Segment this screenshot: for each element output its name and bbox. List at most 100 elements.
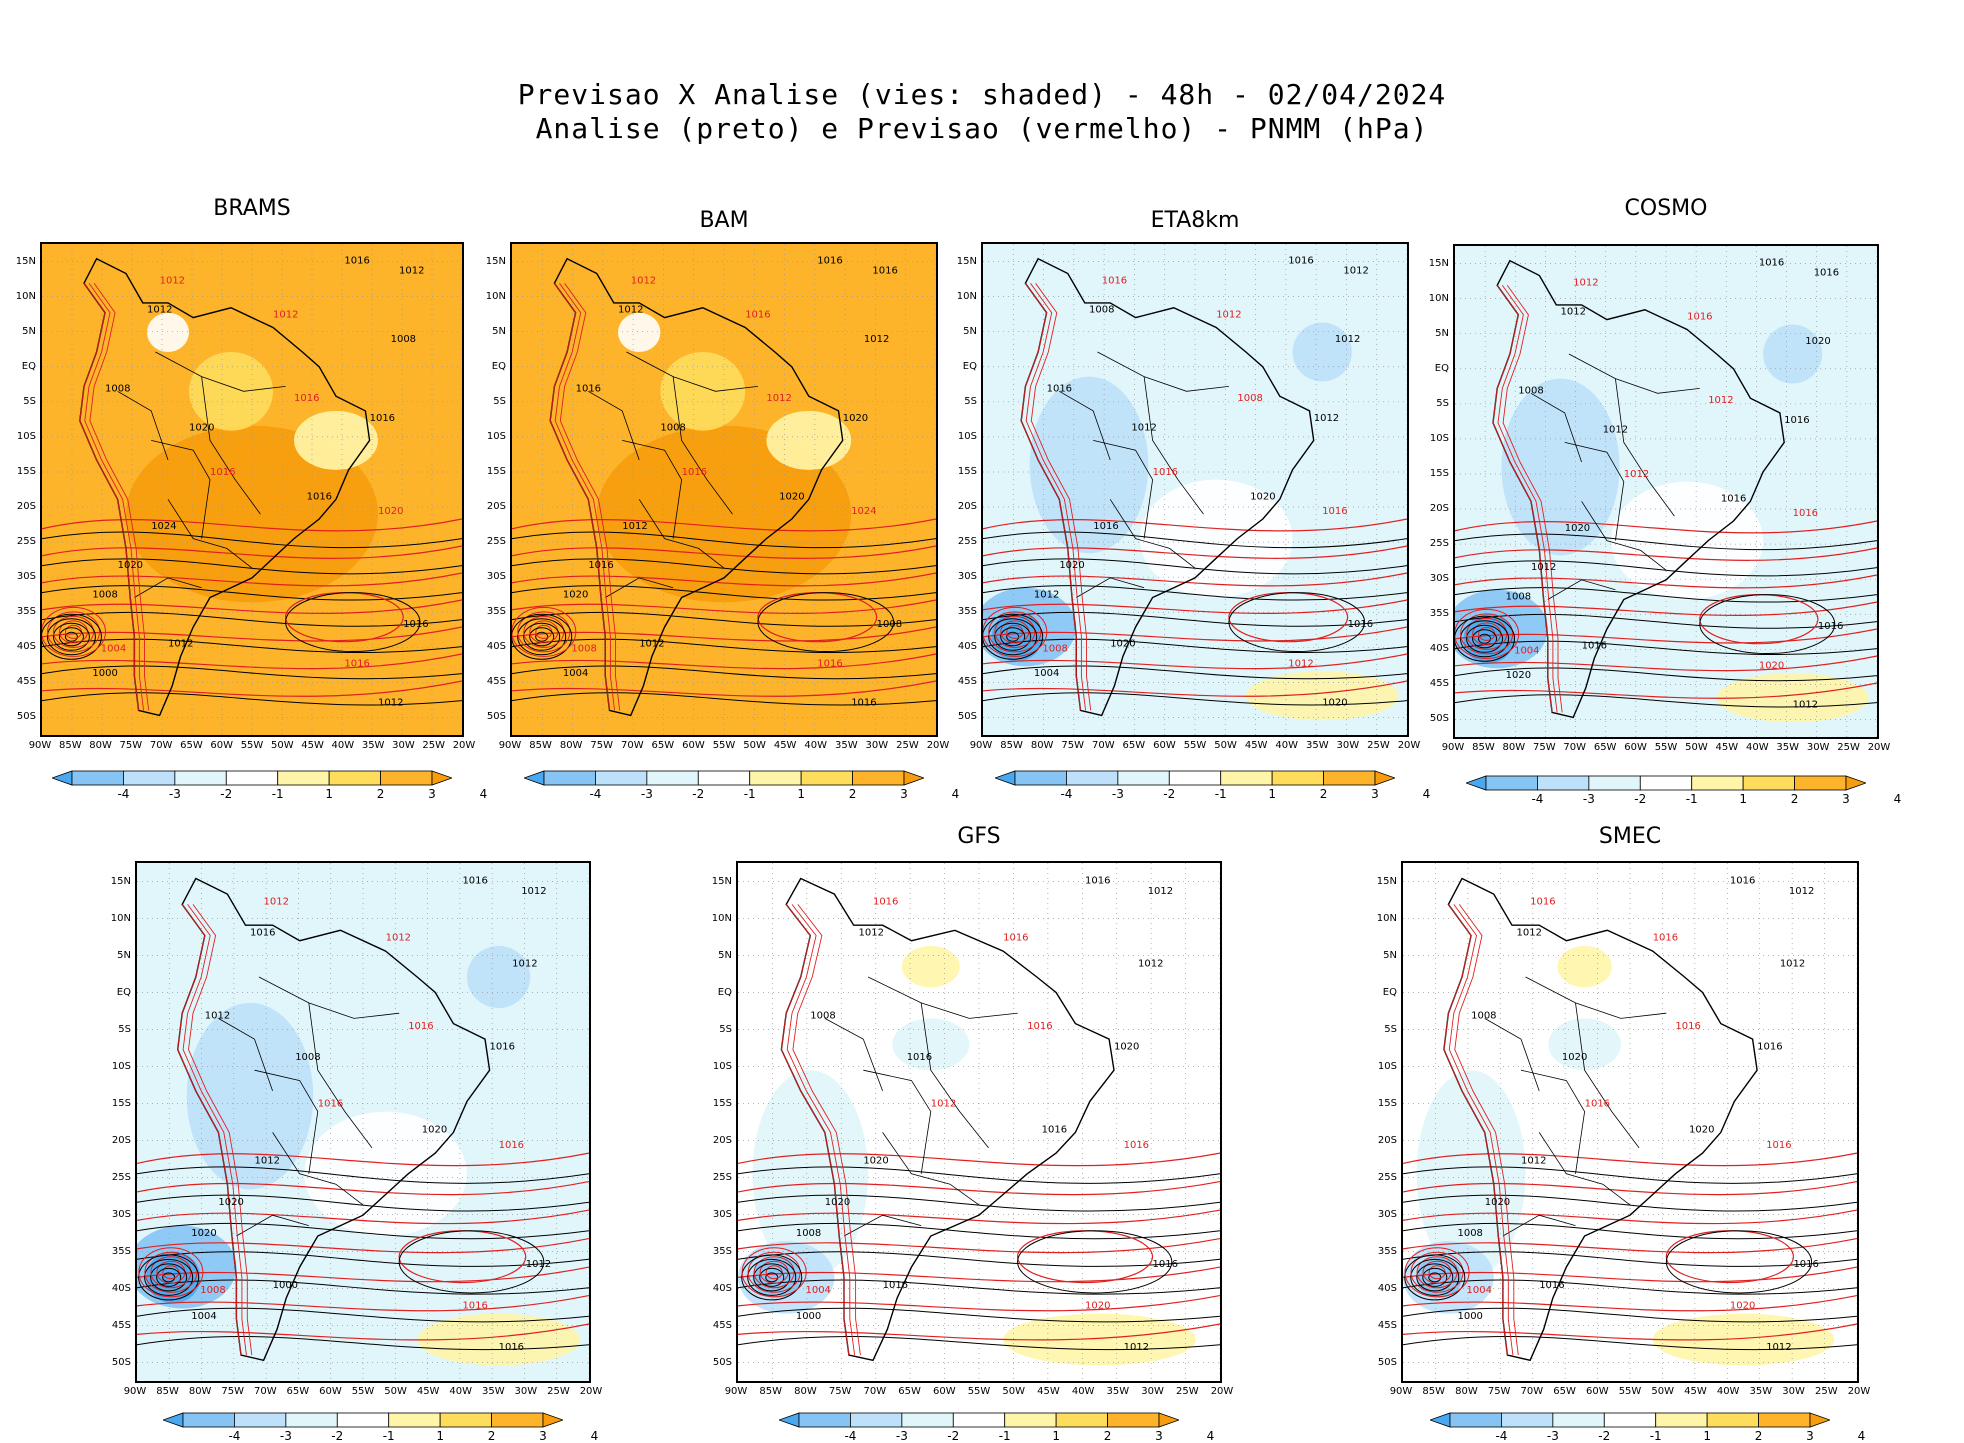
- lon-tick-label: 55W: [967, 1386, 991, 1397]
- andes-forecast-contour: [1497, 285, 1558, 713]
- contour-label: 1012: [205, 1010, 230, 1021]
- bias-shading-area: [1611, 481, 1764, 600]
- lon-tick-label: 20W: [1210, 1386, 1234, 1397]
- colorbar-label: -2: [692, 787, 705, 801]
- contour-label: 1008: [105, 383, 130, 394]
- colorbar-bin: [800, 770, 853, 786]
- country-border: [1502, 1214, 1576, 1237]
- forecast-isobar: [1403, 1209, 1857, 1225]
- contour-label: 1008: [571, 644, 596, 655]
- lon-tick-label: 85W: [1472, 742, 1495, 753]
- colorbar-bin: [1117, 770, 1170, 786]
- country-border: [1059, 390, 1111, 461]
- low-pressure-isobar-forecast: [753, 1256, 795, 1289]
- contour-label: 1012: [1603, 425, 1628, 436]
- colorbar-bin: [1004, 1412, 1057, 1428]
- colorbar-label: 2: [1790, 792, 1799, 806]
- contour-label: 1000: [1457, 1311, 1482, 1322]
- colorbar-bin: [543, 770, 596, 786]
- analysis-isobar: [512, 692, 936, 706]
- map-frame: 1016 1012 1016 1012 1016 1012 1016 1012 1008 1020…: [510, 242, 938, 737]
- country-border: [605, 577, 674, 598]
- forecast-isobar: [42, 518, 462, 532]
- lon-tick-label: 30W: [1782, 1386, 1805, 1397]
- colorbar-bin: [234, 1412, 287, 1428]
- lon-tick-label: 55W: [712, 740, 736, 751]
- lat-tick-label: 20S: [712, 1134, 732, 1146]
- bias-shading-area: [1416, 1256, 1463, 1299]
- contour-label: 1000: [273, 1280, 298, 1291]
- lon-tick-label: 35W: [481, 1386, 505, 1397]
- lon-tick-label: 60W: [1585, 1386, 1609, 1397]
- low-pressure-isobar: [517, 618, 567, 656]
- low-pressure-isobar-forecast: [1466, 617, 1508, 650]
- analysis-isobar: [738, 1336, 1220, 1351]
- andes-forecast-contour: [79, 283, 140, 711]
- low-pressure-isobar-forecast: [1404, 1247, 1470, 1298]
- analysis-isobar: [1455, 640, 1877, 655]
- country-border: [1484, 1018, 1540, 1092]
- andes-forecast-contour: [89, 283, 150, 711]
- lat-tick-label: 15N: [1428, 257, 1449, 269]
- andes-forecast-contour: [188, 904, 253, 1356]
- country-border: [134, 577, 202, 598]
- colorbar-extend-low: [993, 770, 1016, 786]
- contour-label: 1008: [92, 590, 117, 601]
- lon-tick-label: 70W: [253, 1386, 277, 1397]
- low-pressure-isobar: [156, 1267, 182, 1287]
- lon-tick-label: 45W: [301, 740, 324, 751]
- contour-label: 1012: [378, 698, 403, 709]
- lon-tick-label: 40W: [1745, 742, 1769, 753]
- contour-label: 1016: [344, 658, 369, 669]
- country-border: [1547, 579, 1616, 600]
- forecast-isobar: [1403, 1294, 1857, 1312]
- lon-tick-label: 25W: [1175, 1386, 1199, 1397]
- low-pressure-isobar-forecast: [59, 620, 88, 644]
- lon-tick-label: 40W: [1071, 1386, 1095, 1397]
- colorbar-label: -4: [589, 787, 602, 801]
- lat-tick-label: 15N: [711, 875, 732, 887]
- andes-forecast-contour: [1502, 285, 1563, 713]
- contour-label: 1020: [1250, 491, 1275, 502]
- colorbar-bin: [1758, 1412, 1811, 1428]
- lon-tick-label: 90W: [724, 1386, 748, 1397]
- andes-forecast-contour: [177, 904, 242, 1356]
- contour-label: 1016: [1102, 275, 1127, 286]
- low-pressure-isobar-forecast: [988, 611, 1042, 653]
- lat-tick-label: 10N: [1428, 292, 1449, 304]
- contour-label: 1016: [1766, 1140, 1791, 1151]
- colorbar: -4 -3 -2 -1 1 2 3 4: [50, 770, 487, 801]
- forecast-isobar: [1455, 601, 1877, 616]
- contour-label: 1012: [1517, 928, 1542, 939]
- lon-tick-label: 50W: [384, 1386, 407, 1397]
- lon-tick-label: 45W: [1244, 740, 1268, 751]
- lat-tick-label: 20S: [1429, 503, 1449, 515]
- lon-tick-label: 90W: [1441, 742, 1465, 753]
- contour-label: 1012: [864, 334, 889, 345]
- forecast-isobar: [983, 680, 1407, 697]
- contour-label: 1016: [1675, 1021, 1700, 1032]
- lon-tick-label: 60W: [1624, 742, 1647, 753]
- analysis-isobar: [1455, 694, 1877, 708]
- country-border: [201, 376, 261, 515]
- contour-label: 1016: [1814, 267, 1839, 278]
- lat-tick-label: 45S: [111, 1319, 131, 1331]
- lat-tick-label: 35S: [16, 606, 36, 618]
- colorbar-graphic: [161, 1412, 565, 1428]
- lon-tick-label: 45W: [416, 1386, 440, 1397]
- analysis-isobar: [1455, 613, 1877, 629]
- lat-tick-label: 5S: [719, 1023, 732, 1035]
- lat-tick-label: 45S: [486, 676, 506, 688]
- lat-tick-label: 45S: [16, 676, 36, 688]
- colorbar-extend-high: [542, 1412, 565, 1428]
- contour-label: 1012: [931, 1098, 956, 1109]
- map-plot: 1016 1012 1016 1012 1016 1012 1016 1012 1008 1020…: [512, 244, 936, 735]
- low-pressure-isobar-forecast: [747, 1251, 801, 1293]
- country-border: [1615, 378, 1675, 517]
- low-pressure-isobar-forecast: [1000, 620, 1030, 644]
- contour-label: 1016: [851, 698, 876, 709]
- lon-tick-label: 40W: [449, 1386, 473, 1397]
- contour-label: 1016: [907, 1052, 932, 1063]
- contour-label: 1016: [1322, 506, 1347, 517]
- country-border: [308, 1002, 373, 1149]
